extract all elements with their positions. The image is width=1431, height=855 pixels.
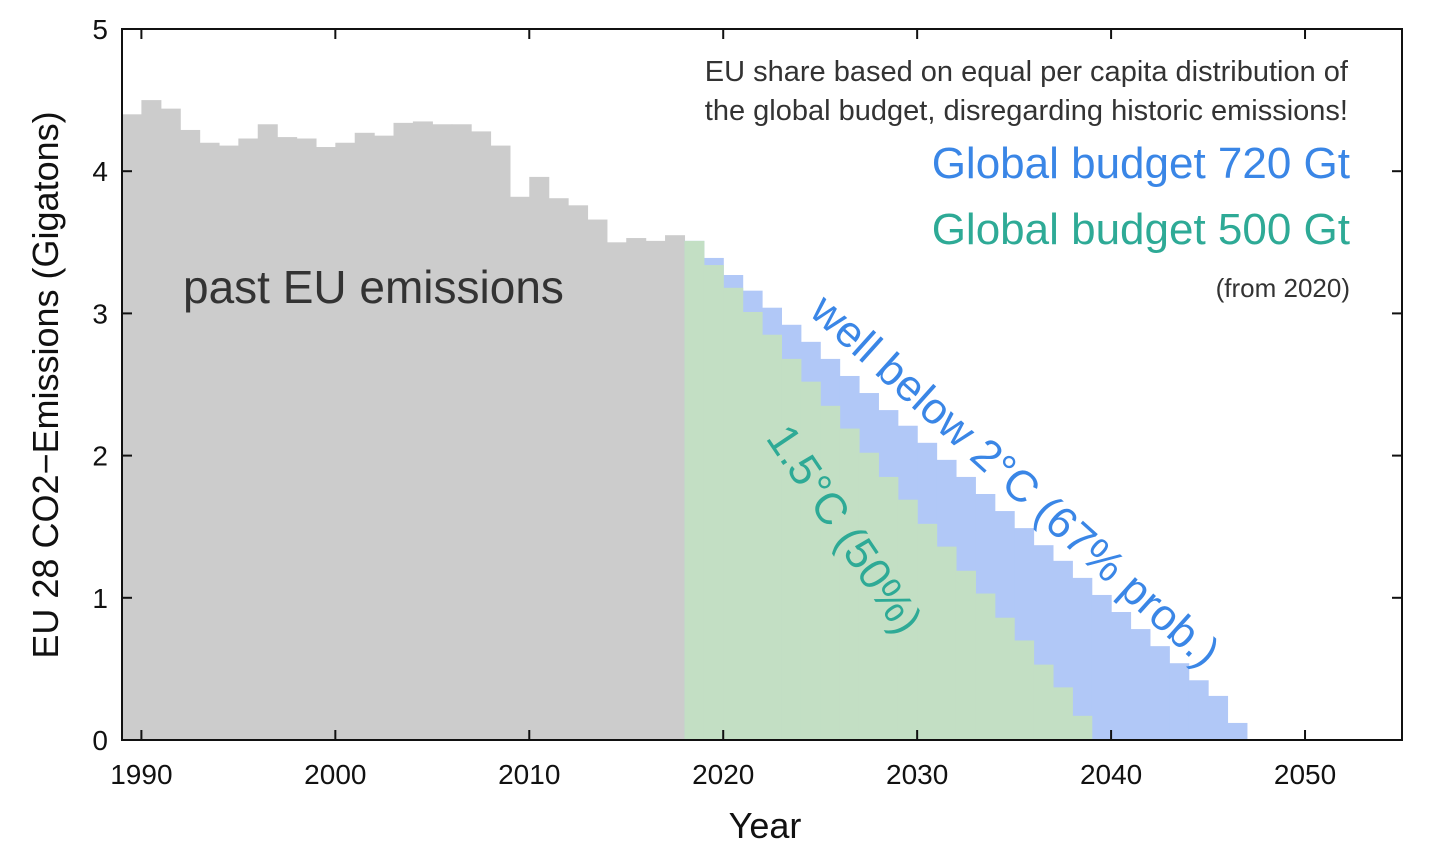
x-tick-label-2000: 2000 — [304, 759, 366, 790]
past-bar-2017 — [665, 235, 686, 740]
x-tick-label-2050: 2050 — [1274, 759, 1336, 790]
past-bar-2003 — [393, 122, 414, 741]
past-bar-2011 — [548, 198, 569, 740]
past-bar-2014 — [606, 242, 627, 741]
past-bar-2012 — [568, 205, 589, 740]
budget-720-bar-2042 — [1149, 646, 1170, 740]
budget-500-bar-2032 — [955, 570, 976, 740]
past-bar-1996 — [257, 124, 278, 741]
past-bar-1997 — [277, 137, 298, 740]
note-line-2: the global budget, disregarding historic… — [705, 95, 1348, 127]
past-bar-1999 — [315, 147, 336, 740]
budget-500-bar-2028 — [878, 476, 899, 740]
budget-500-bar-2025 — [820, 405, 841, 740]
y-axis-title: EU 28 CO2−Emissions (Gigatons) — [25, 111, 66, 658]
budget-720-bar-2039 — [1091, 594, 1112, 740]
budget-500-bar-2031 — [936, 546, 957, 740]
budget-500-bar-2019 — [703, 265, 724, 740]
budget-500-bar-2036 — [1033, 664, 1054, 740]
y-tick-label-1: 1 — [92, 583, 108, 614]
past-bar-2010 — [529, 176, 550, 740]
past-bar-1993 — [199, 142, 220, 740]
budget-500-bar-2020 — [723, 287, 744, 740]
budget-500-bar-2021 — [742, 311, 763, 740]
budget-500-bar-2037 — [1052, 687, 1073, 740]
budget-720-bar-2041 — [1130, 629, 1151, 740]
past-bar-1989 — [122, 114, 142, 740]
budget-500-bar-2035 — [1014, 640, 1035, 740]
x-tick-label-2010: 2010 — [498, 759, 560, 790]
past-bar-2002 — [374, 135, 395, 740]
past-bar-2008 — [490, 145, 511, 740]
budget-500-bar-2023 — [781, 358, 802, 740]
past-bar-2004 — [412, 121, 433, 741]
legend-budget-500: Global budget 500 Gt — [932, 205, 1350, 254]
past-bar-1992 — [180, 129, 201, 740]
past-bar-2013 — [587, 219, 608, 741]
budget-720-bar-2043 — [1169, 663, 1190, 740]
past-bar-2009 — [509, 196, 530, 740]
note-line-1: EU share based on equal per capita distr… — [705, 56, 1349, 88]
x-axis-title: Year — [729, 805, 802, 846]
y-tick-label-4: 4 — [92, 156, 108, 187]
bars-layer — [122, 100, 1248, 741]
x-tick-label-1990: 1990 — [110, 759, 172, 790]
legend-budget-720: Global budget 720 Gt — [932, 139, 1350, 188]
budget-720-bar-2044 — [1188, 680, 1209, 740]
budget-500-bar-2034 — [994, 617, 1015, 740]
budget-500-bar-2027 — [858, 452, 879, 740]
past-bar-2015 — [626, 238, 647, 740]
past-bar-1991 — [160, 108, 181, 740]
ticks-layer: 1990 2000 2010 2020 2030 2040 2050 0 1 2 3 4 5 — [92, 14, 1402, 790]
past-bar-2016 — [645, 240, 666, 741]
x-tick-label-2020: 2020 — [692, 759, 754, 790]
past-bar-1994 — [218, 145, 239, 740]
past-bar-1995 — [238, 138, 259, 740]
budget-500-bar-2026 — [839, 428, 860, 740]
budget-500-bar-2038 — [1072, 715, 1093, 740]
y-tick-label-2: 2 — [92, 441, 108, 472]
budget-500-bar-2024 — [800, 381, 821, 740]
y-tick-label-5: 5 — [92, 14, 108, 45]
budget-720-bar-2040 — [1111, 612, 1132, 740]
past-bar-2000 — [335, 142, 356, 740]
budget-500-bar-2022 — [762, 334, 782, 740]
past-bar-2006 — [451, 124, 472, 741]
x-tick-label-2040: 2040 — [1080, 759, 1142, 790]
budget-500-bar-2029 — [897, 499, 918, 740]
past-bar-1998 — [296, 138, 317, 740]
plot-frame — [121, 28, 1403, 741]
budget-720-bar-2046 — [1227, 722, 1248, 740]
past-bar-2001 — [354, 132, 375, 740]
past-bar-2007 — [471, 131, 492, 740]
past-emissions-label: past EU emissions — [183, 261, 564, 313]
budget-500-bar-2018 — [684, 240, 705, 741]
budget-500-bar-2033 — [975, 593, 996, 740]
y-tick-label-3: 3 — [92, 298, 108, 329]
budget-500-bar-2030 — [917, 523, 938, 740]
past-bar-1990 — [141, 100, 162, 741]
budget-720-bar-2038 — [1072, 577, 1093, 740]
x-tick-label-2030: 2030 — [886, 759, 948, 790]
past-bar-2005 — [432, 124, 453, 741]
legend-note-from-2020: (from 2020) — [1216, 273, 1350, 303]
y-tick-label-0: 0 — [92, 725, 108, 756]
budget-720-bar-2045 — [1208, 695, 1229, 740]
